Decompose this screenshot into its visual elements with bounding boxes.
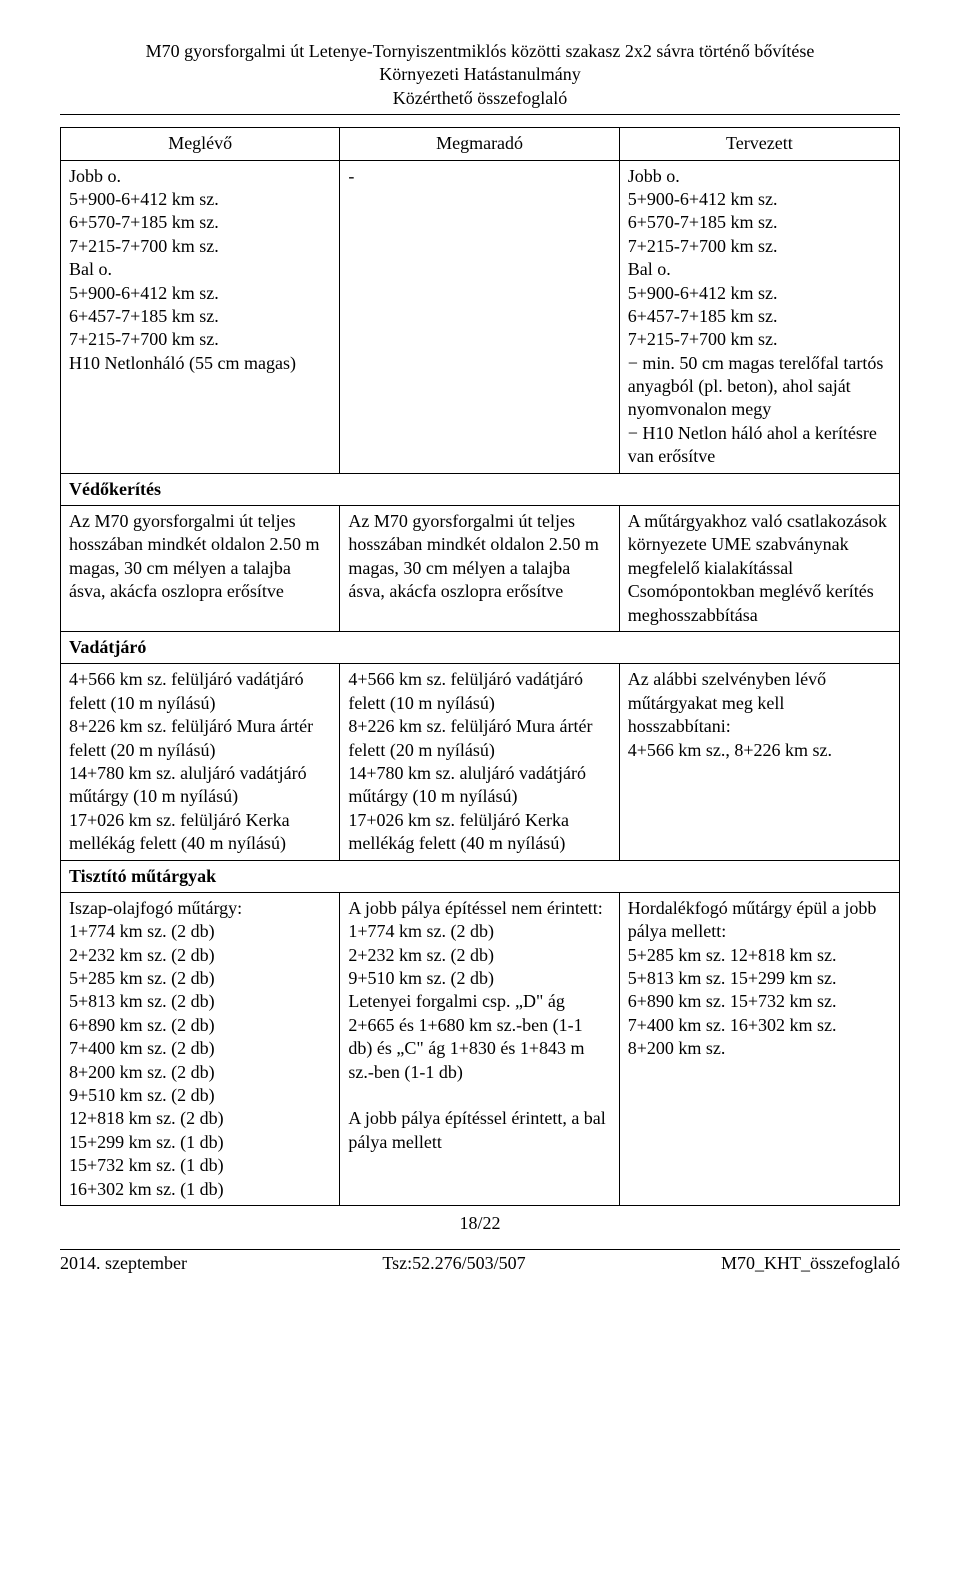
col-header-tervezett: Tervezett [619,128,899,160]
footer-right: M70_KHT_összefoglaló [721,1252,900,1275]
cell-r1c1: Jobb o.5+900-6+412 km sz.6+570-7+185 km … [61,160,340,473]
cell-r4c3: Hordalékfogó műtárgy épül a jobb pálya m… [619,892,899,1205]
footer-left: 2014. szeptember [60,1252,187,1275]
table-row: Jobb o.5+900-6+412 km sz.6+570-7+185 km … [61,160,900,473]
header-rule [60,114,900,115]
cell-r2c2: Az M70 gyorsforgalmi út teljes hosszában… [340,506,619,632]
document-header: M70 gyorsforgalmi út Letenye-Tornyiszent… [60,40,900,110]
cell-r3c1: 4+566 km sz. felüljáró vadátjáró felett … [61,664,340,860]
col-header-megmarado: Megmaradó [340,128,619,160]
table-section-row: Védőkerítés [61,473,900,505]
page-number: 18/22 [60,1212,900,1235]
table-section-row: Tisztító műtárgyak [61,860,900,892]
cell-r4c2: A jobb pálya építéssel nem érintett:1+77… [340,892,619,1205]
header-line-1: M70 gyorsforgalmi út Letenye-Tornyiszent… [60,40,900,63]
content-table: Meglévő Megmaradó Tervezett Jobb o.5+900… [60,127,900,1206]
footer-rule [60,1249,900,1250]
footer-row: 2014. szeptember Tsz:52.276/503/507 M70_… [60,1252,900,1275]
page: M70 gyorsforgalmi út Letenye-Tornyiszent… [0,0,960,1306]
header-line-2: Környezeti Hatástanulmány [60,63,900,86]
table-row: 4+566 km sz. felüljáró vadátjáró felett … [61,664,900,860]
cell-r3c3: Az alábbi szelvényben lévő műtárgyakat m… [619,664,899,860]
cell-r4c1: Iszap-olajfogó műtárgy:1+774 km sz. (2 d… [61,892,340,1205]
footer-center: Tsz:52.276/503/507 [382,1252,525,1275]
section-vedokerites: Védőkerítés [61,473,900,505]
cell-r1c3: Jobb o.5+900-6+412 km sz.6+570-7+185 km … [619,160,899,473]
cell-r1c2: - [340,160,619,473]
table-row: Az M70 gyorsforgalmi út teljes hosszában… [61,506,900,632]
table-header-row: Meglévő Megmaradó Tervezett [61,128,900,160]
table-row: Iszap-olajfogó műtárgy:1+774 km sz. (2 d… [61,892,900,1205]
table-section-row: Vadátjáró [61,631,900,663]
section-tisztito: Tisztító műtárgyak [61,860,900,892]
cell-r2c3: A műtárgyakhoz való csatlakozások környe… [619,506,899,632]
col-header-meglevo: Meglévő [61,128,340,160]
section-vadatjaro: Vadátjáró [61,631,900,663]
header-line-3: Közérthető összefoglaló [60,87,900,110]
cell-r3c2: 4+566 km sz. felüljáró vadátjáró felett … [340,664,619,860]
cell-r2c1: Az M70 gyorsforgalmi út teljes hosszában… [61,506,340,632]
